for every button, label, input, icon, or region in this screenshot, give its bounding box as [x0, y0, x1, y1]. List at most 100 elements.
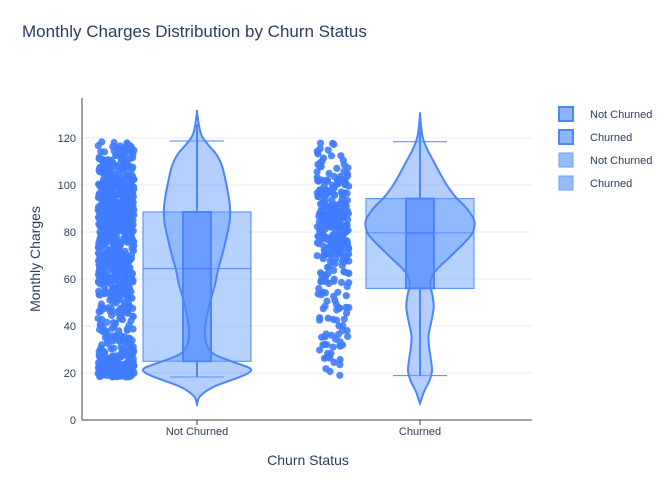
legend-label: Churned	[590, 178, 632, 190]
strip-point	[313, 252, 321, 260]
violin-layer	[141, 109, 476, 408]
strip-point	[120, 234, 128, 242]
x-axis-title: Churn Status	[267, 452, 349, 468]
legend-item[interactable]: Churned	[558, 129, 632, 145]
strip-point	[325, 169, 333, 177]
legend-label: Not Churned	[590, 109, 652, 121]
strip-point	[330, 221, 338, 229]
legend-swatch	[558, 175, 574, 191]
strip-point	[328, 258, 336, 266]
legend-item[interactable]: Not Churned	[558, 106, 652, 122]
strip-point	[334, 288, 342, 296]
axis-layer: 0 20 40 60 80 100 120 Not Churned Churned	[58, 98, 532, 438]
strip-point	[96, 307, 105, 316]
strip-point	[96, 182, 104, 190]
legend-swatch	[558, 106, 574, 122]
strip-point	[324, 146, 332, 154]
strip-point	[103, 354, 111, 362]
strip-point	[107, 156, 115, 164]
strip-point	[122, 195, 130, 203]
y-tick-label: 20	[64, 368, 76, 380]
strip-point	[102, 289, 110, 297]
strip-point	[101, 161, 109, 169]
legend-swatch	[558, 152, 574, 168]
strip-point	[336, 342, 344, 350]
strip-point	[109, 337, 117, 345]
strip-point	[344, 332, 352, 341]
strip-point	[119, 146, 127, 154]
strip-point	[98, 192, 107, 200]
strip-point	[121, 254, 129, 262]
strip-point	[98, 341, 106, 349]
strip-point	[128, 275, 136, 283]
y-tick-label: 40	[64, 321, 76, 333]
strip-point	[99, 197, 107, 205]
strip-point	[113, 255, 122, 263]
strip-point	[330, 266, 338, 274]
strip-point	[103, 332, 112, 340]
strip-point	[123, 160, 131, 169]
strip-point	[343, 282, 351, 290]
strip-point	[323, 263, 332, 271]
chart-title: Monthly Charges Distribution by Churn St…	[22, 22, 367, 41]
strip-point	[97, 321, 105, 329]
strip-point	[112, 355, 120, 364]
strip-point	[96, 252, 105, 260]
strip-point	[95, 261, 103, 269]
strip-point	[99, 204, 107, 212]
strip-point	[345, 250, 353, 258]
strip-point	[104, 234, 112, 242]
strip-point	[123, 293, 132, 301]
strip-point	[313, 147, 321, 155]
violin-0	[141, 109, 253, 408]
strip-point	[110, 241, 118, 249]
strip-point	[98, 138, 106, 146]
strip-point	[329, 343, 337, 351]
strip-point	[318, 270, 326, 278]
strip-point	[124, 228, 132, 236]
strip-point	[99, 327, 107, 335]
legend[interactable]: Not Churned Churned Not Churned Churned	[558, 106, 652, 191]
strip-point	[95, 213, 103, 221]
strip-point	[336, 355, 344, 364]
strip-point	[95, 365, 103, 374]
strip-point	[123, 208, 131, 216]
strip-point	[111, 213, 119, 221]
strip-point	[314, 177, 322, 185]
strip-point	[323, 297, 331, 305]
strip-point	[326, 187, 335, 195]
strip-point	[339, 253, 347, 261]
strip-point	[114, 161, 122, 169]
strip-point	[342, 303, 350, 311]
strip-point	[102, 260, 110, 268]
legend-item[interactable]: Not Churned	[558, 152, 652, 168]
strip-point	[336, 361, 344, 369]
strip-point	[95, 287, 103, 295]
strip-point	[329, 206, 337, 214]
strip-point	[100, 371, 108, 379]
strip-point	[332, 237, 340, 245]
strip-point	[96, 167, 104, 175]
strip-point	[316, 162, 324, 170]
legend-item[interactable]: Churned	[558, 175, 632, 191]
strip-point	[122, 177, 130, 185]
strip-point	[115, 337, 123, 345]
strip-point	[100, 283, 108, 291]
strip-point	[127, 181, 135, 190]
strip-point	[106, 191, 114, 199]
strip-point	[334, 330, 342, 338]
strip-point	[313, 168, 321, 176]
strip-point	[122, 305, 130, 313]
strip-point	[115, 268, 123, 276]
strip-point	[124, 361, 132, 370]
strip-point	[100, 348, 109, 356]
strip-point	[94, 278, 102, 286]
strip-point	[345, 182, 353, 190]
strip-point	[123, 325, 131, 333]
violin-inner-box	[182, 210, 212, 363]
strip-point	[119, 182, 127, 190]
strip-point	[108, 373, 116, 381]
strip-point	[129, 163, 137, 171]
strip-point	[315, 284, 323, 293]
strip-point	[108, 324, 116, 333]
